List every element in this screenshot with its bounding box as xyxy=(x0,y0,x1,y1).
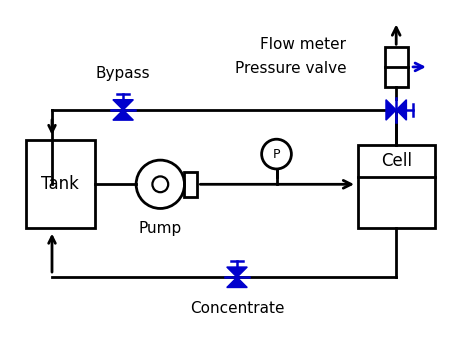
Polygon shape xyxy=(396,100,406,120)
Polygon shape xyxy=(113,110,133,120)
Text: Bypass: Bypass xyxy=(96,66,150,81)
Bar xyxy=(384,47,408,87)
Polygon shape xyxy=(113,100,133,110)
Polygon shape xyxy=(386,100,396,120)
Text: Flow meter: Flow meter xyxy=(260,37,346,52)
Polygon shape xyxy=(227,277,247,287)
Polygon shape xyxy=(227,267,247,277)
Text: Pump: Pump xyxy=(139,222,182,237)
Text: Concentrate: Concentrate xyxy=(190,301,284,316)
Bar xyxy=(358,145,435,229)
Text: Pressure valve: Pressure valve xyxy=(235,61,346,76)
Text: Tank: Tank xyxy=(41,175,79,193)
Bar xyxy=(26,140,95,229)
Bar xyxy=(184,172,198,197)
Text: P: P xyxy=(273,148,280,161)
Text: Cell: Cell xyxy=(381,152,412,170)
